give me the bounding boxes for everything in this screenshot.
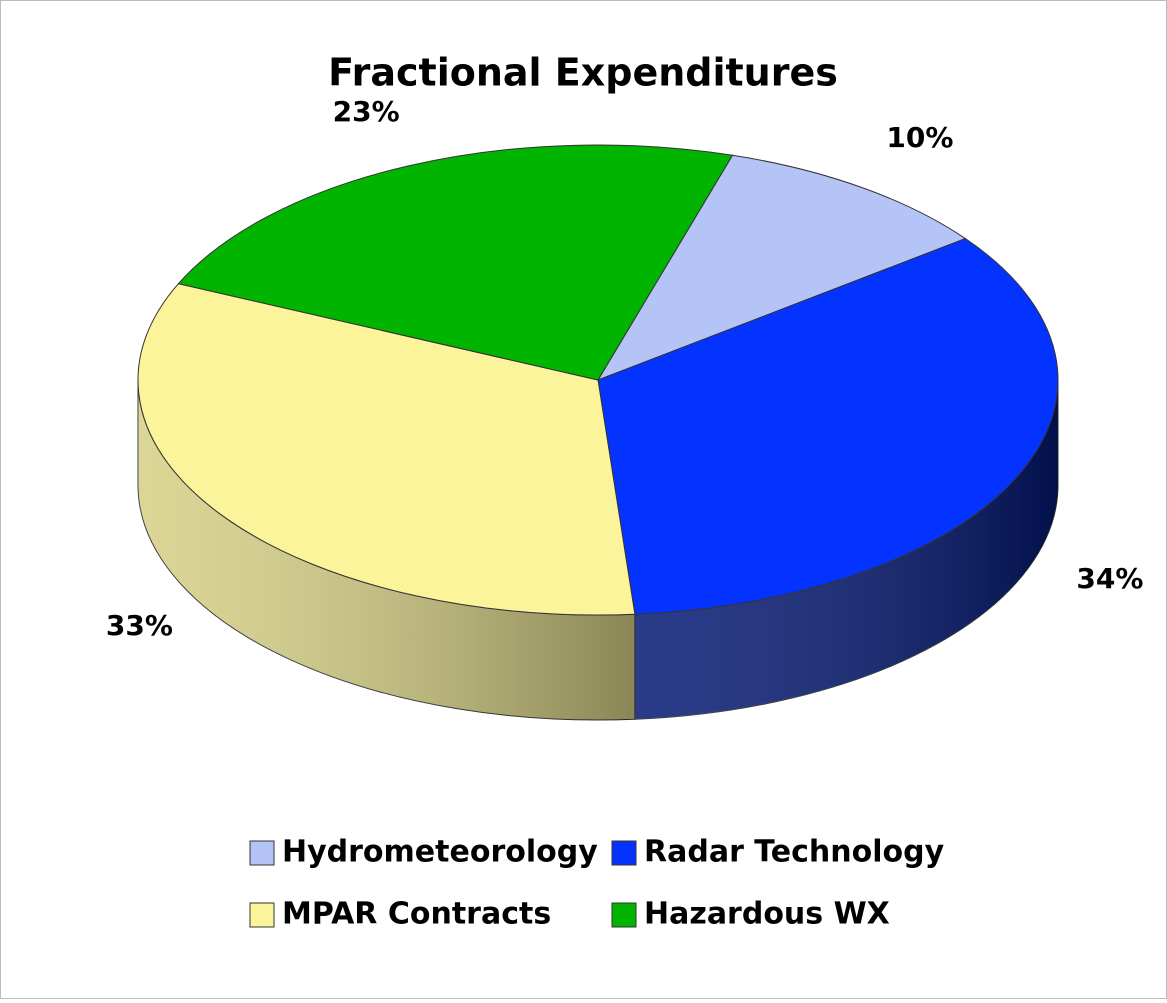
legend-swatch bbox=[611, 902, 637, 928]
legend-label: MPAR Contracts bbox=[282, 897, 551, 932]
data-label: 34% bbox=[1076, 562, 1143, 595]
legend-swatch bbox=[249, 840, 275, 866]
chart-title: Fractional Expenditures bbox=[328, 51, 838, 95]
slice bbox=[596, 154, 967, 381]
legend-swatch bbox=[611, 840, 637, 866]
slice-side-shade bbox=[634, 380, 1058, 720]
data-label: 10% bbox=[886, 121, 953, 154]
legend-swatch bbox=[249, 902, 275, 928]
legend-label: Radar Technology bbox=[644, 835, 945, 870]
data-label: 23% bbox=[333, 95, 400, 128]
slice bbox=[137, 283, 636, 616]
legend-label: Hydrometeorology bbox=[282, 835, 598, 870]
slice bbox=[177, 144, 734, 381]
legend-label: Hazardous WX bbox=[644, 897, 890, 932]
slice bbox=[597, 238, 1059, 615]
slice-side-shade bbox=[138, 380, 635, 720]
data-label: 33% bbox=[106, 609, 173, 642]
